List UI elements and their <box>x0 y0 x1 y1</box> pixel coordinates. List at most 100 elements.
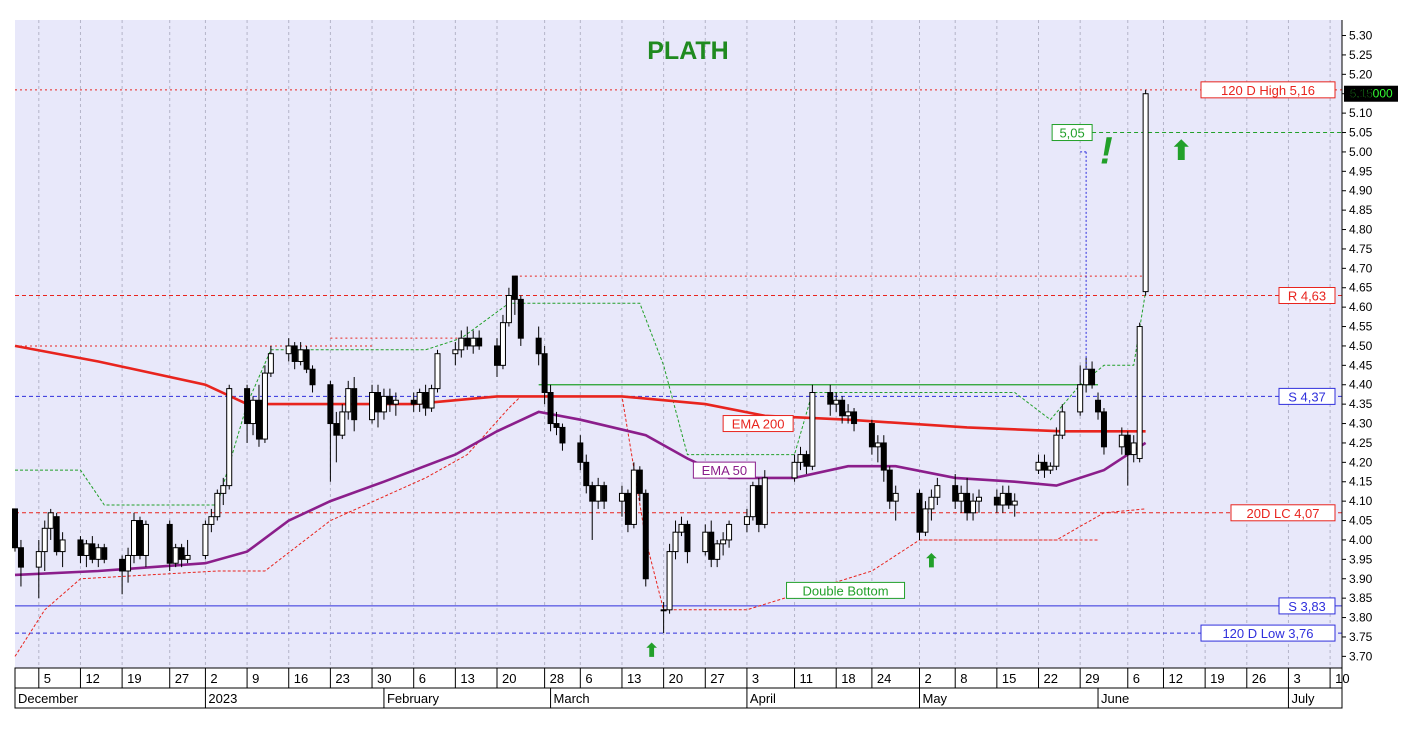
candle-body-up <box>47 512 54 529</box>
x-day-label: 24 <box>877 671 891 686</box>
candle <box>53 512 60 556</box>
candle <box>351 376 358 432</box>
candle <box>583 454 590 494</box>
x-day-label: 22 <box>1044 671 1058 686</box>
label-20d-lc-text: 20D LC 4,07 <box>1247 506 1320 521</box>
candle-body-down <box>839 399 846 417</box>
candle <box>101 543 108 564</box>
candle-body-up <box>1077 384 1084 413</box>
ema-200-label-box <box>722 415 794 433</box>
candle-body-up <box>35 551 42 568</box>
candle <box>726 520 733 548</box>
x-day-label: 12 <box>85 671 99 686</box>
candle <box>678 516 685 537</box>
candle-body-up <box>749 485 756 518</box>
candle <box>1053 427 1060 471</box>
candle-body-up <box>208 516 215 525</box>
indicator-lines <box>14 291 1147 657</box>
label-support-1-box <box>1278 387 1336 405</box>
candle-body-up <box>595 485 602 502</box>
ema-50-label-box <box>692 461 756 479</box>
ema-200-line <box>14 344 1146 433</box>
candle <box>624 489 631 533</box>
candle <box>1059 404 1066 440</box>
candle <box>958 485 965 513</box>
y-tick-label: 4.20 <box>1349 455 1373 469</box>
candle <box>386 388 393 412</box>
candle-body-down <box>684 523 691 553</box>
candle <box>976 489 983 513</box>
candle <box>1047 462 1054 474</box>
candle-body-up <box>392 399 399 405</box>
x-day-label: 20 <box>669 671 683 686</box>
candle <box>851 408 858 432</box>
candle-body-down <box>886 469 893 502</box>
candle-body-down <box>327 384 334 425</box>
candle <box>303 345 310 374</box>
y-tick-label: 4.50 <box>1349 339 1373 353</box>
exclamation-mark: ! <box>1100 131 1113 173</box>
candle-body-up <box>743 516 750 525</box>
candle-body-down <box>589 485 596 502</box>
candle <box>434 349 441 393</box>
candle <box>297 342 304 366</box>
x-day-label: 19 <box>1210 671 1224 686</box>
y-tick-label: 3.80 <box>1349 611 1373 625</box>
candle <box>83 539 90 568</box>
arrow-up-march: ⬆ <box>644 640 659 660</box>
candle-body-up <box>922 508 929 533</box>
candle <box>1011 493 1018 517</box>
candle <box>618 485 625 517</box>
candle-body-down <box>1095 399 1102 413</box>
x-day-label: 20 <box>502 671 516 686</box>
candle <box>1041 454 1048 478</box>
stop-line-green <box>15 291 1147 506</box>
candle-body-up <box>202 523 209 556</box>
y-tick-label: 5.25 <box>1349 48 1373 62</box>
candle <box>458 330 465 358</box>
candle-body-up <box>999 492 1006 506</box>
x-day-label: 6 <box>585 671 592 686</box>
candle-body-up <box>809 392 816 467</box>
candle-body-down <box>1089 368 1096 386</box>
last-price-label: 5.15000 <box>1344 85 1398 102</box>
candle-body-down <box>77 539 84 556</box>
x-month-label: 2023 <box>208 691 237 706</box>
candle-body-up <box>833 399 840 405</box>
candle-body-up <box>345 388 352 413</box>
candle <box>345 380 352 420</box>
x-day-label: 11 <box>800 671 814 686</box>
candle <box>755 477 762 533</box>
candle-body-down <box>708 531 715 560</box>
candle <box>17 539 24 587</box>
candle-body-down <box>386 395 393 405</box>
candle-body-down <box>553 423 560 428</box>
candle-body-up <box>672 531 679 553</box>
candle-body-down <box>374 392 381 413</box>
x-day-label: 5 <box>44 671 51 686</box>
candle-body-up <box>714 543 721 560</box>
candle <box>291 342 298 370</box>
candle <box>285 338 292 362</box>
candle <box>684 520 691 564</box>
candle-body-up <box>267 353 274 374</box>
candle-body-up <box>892 492 899 502</box>
y-tick-label: 4.15 <box>1349 475 1373 489</box>
candle-body-up <box>660 609 667 612</box>
x-day-label: 6 <box>419 671 426 686</box>
candle-body-up <box>630 469 637 525</box>
candle-body-up <box>434 353 441 390</box>
candle <box>892 485 899 521</box>
candle <box>630 462 637 529</box>
candle-body-down <box>851 411 858 425</box>
last-price-box <box>1344 85 1398 102</box>
candle-body-up <box>172 547 179 564</box>
candle <box>35 539 42 599</box>
candle <box>95 543 102 568</box>
candle-body-down <box>1124 434 1131 456</box>
chart-title: PLATH <box>647 37 728 65</box>
candle <box>874 435 881 463</box>
ema-200-label: EMA 200 <box>722 415 794 433</box>
